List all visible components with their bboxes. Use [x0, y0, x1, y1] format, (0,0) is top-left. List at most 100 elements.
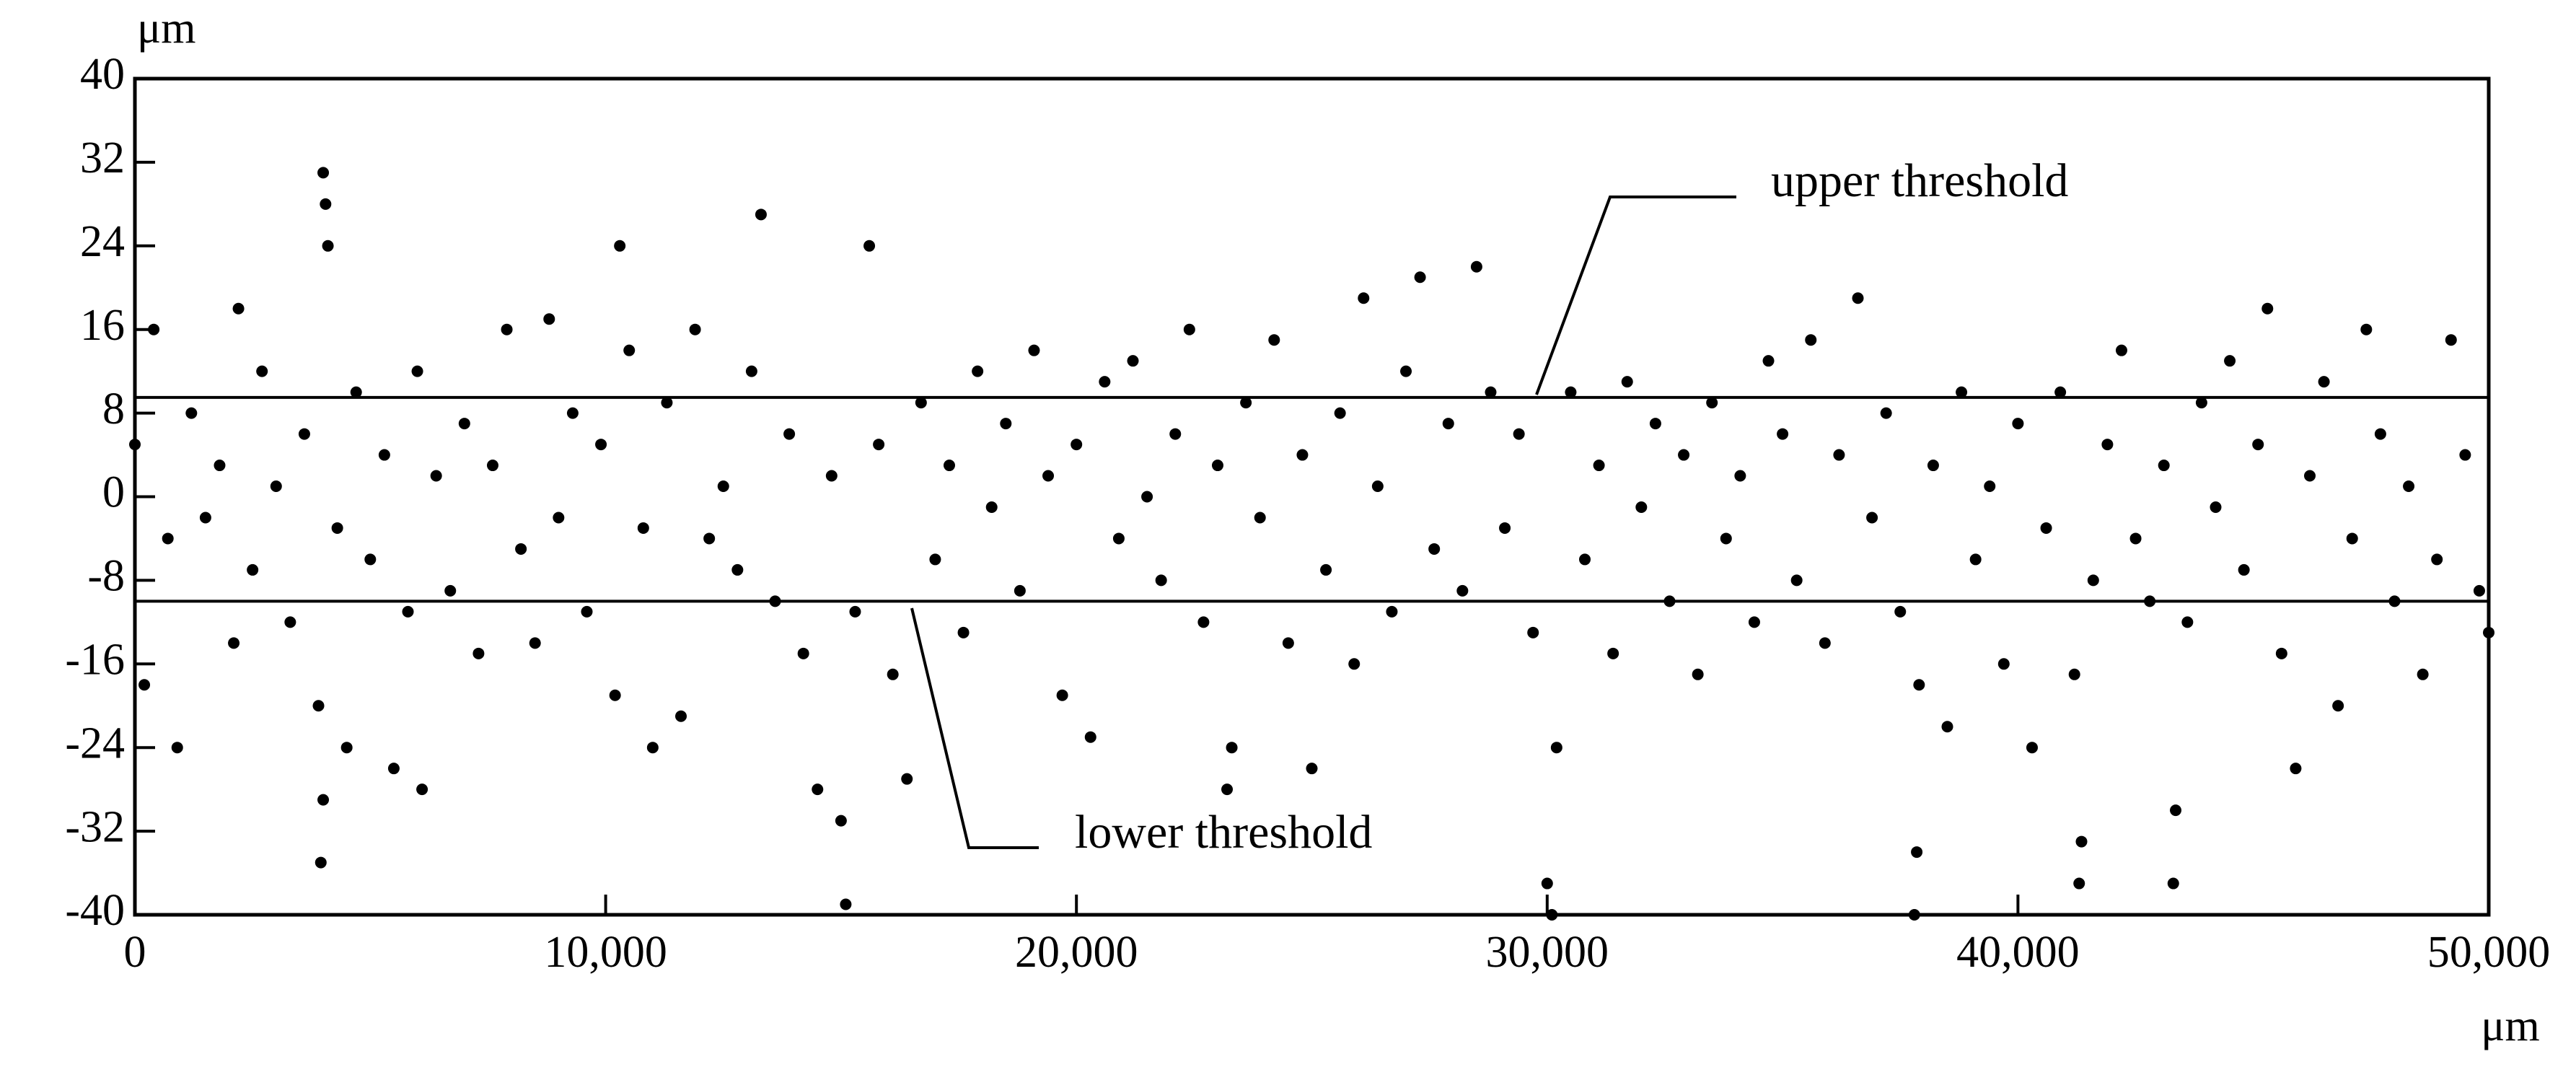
- point: [840, 898, 852, 910]
- y-tick-label: -40: [65, 886, 125, 935]
- point: [2073, 877, 2085, 890]
- point: [1112, 532, 1125, 545]
- y-tick-label: -32: [65, 802, 125, 851]
- point: [364, 553, 377, 566]
- point: [543, 313, 555, 325]
- point: [769, 595, 781, 607]
- point: [623, 344, 636, 356]
- point: [1169, 428, 1182, 440]
- y-tick-label: -16: [65, 636, 125, 685]
- point: [1621, 376, 1633, 388]
- point: [529, 637, 541, 649]
- point: [1358, 292, 1370, 304]
- x-tick-label: 0: [124, 928, 146, 977]
- point: [320, 198, 332, 210]
- point: [444, 584, 457, 597]
- point: [2224, 355, 2236, 367]
- point: [957, 626, 970, 638]
- point: [1254, 512, 1266, 524]
- point: [1400, 365, 1412, 377]
- point: [1221, 783, 1234, 796]
- point: [1028, 344, 1040, 356]
- point: [972, 365, 984, 377]
- point: [1155, 574, 1167, 587]
- point: [566, 407, 579, 419]
- point: [1240, 397, 1252, 409]
- point: [1470, 260, 1482, 273]
- point: [1348, 658, 1360, 670]
- point: [1678, 449, 1690, 461]
- point: [1941, 721, 1953, 733]
- point: [2275, 647, 2287, 659]
- point: [2318, 376, 2330, 388]
- point: [2068, 668, 2080, 680]
- annotation: lower threshold: [1075, 806, 1372, 859]
- point: [595, 439, 607, 451]
- point: [232, 302, 245, 315]
- point: [2170, 804, 2182, 817]
- point: [581, 605, 593, 618]
- point: [1866, 512, 1878, 524]
- point: [199, 512, 211, 524]
- point: [1649, 418, 1661, 430]
- point: [1692, 668, 1704, 680]
- y-tick-label: 8: [102, 385, 125, 434]
- point: [1099, 376, 1111, 388]
- point: [1790, 574, 1803, 587]
- point: [943, 460, 955, 472]
- point: [1386, 605, 1398, 618]
- point: [929, 553, 941, 566]
- point: [340, 742, 353, 754]
- point: [1911, 846, 1923, 859]
- point: [162, 532, 174, 545]
- point: [1706, 397, 1718, 409]
- annotation: upper threshold: [1771, 154, 2068, 207]
- point: [2332, 700, 2344, 712]
- point: [661, 397, 673, 409]
- y-tick-label: -24: [65, 719, 125, 768]
- point: [317, 167, 330, 179]
- point: [825, 470, 838, 482]
- point: [411, 365, 423, 377]
- point: [1056, 689, 1068, 701]
- point: [2054, 386, 2067, 398]
- point: [1268, 334, 1280, 346]
- point: [350, 386, 362, 398]
- y-axis-unit: μm: [137, 4, 195, 53]
- point: [1320, 563, 1332, 576]
- point: [2040, 522, 2052, 534]
- point: [1541, 877, 1553, 890]
- point: [2346, 532, 2358, 545]
- point: [2075, 835, 2088, 848]
- leader-line: [1535, 196, 1736, 395]
- point: [1593, 460, 1605, 472]
- point: [270, 480, 282, 493]
- point: [185, 407, 198, 419]
- point: [1969, 553, 1982, 566]
- point: [717, 480, 729, 493]
- point: [2431, 553, 2443, 566]
- point: [1071, 439, 1083, 451]
- point: [2012, 418, 2024, 430]
- point: [1894, 605, 1907, 618]
- point: [609, 689, 621, 701]
- point: [1226, 742, 1238, 754]
- point: [1485, 386, 1497, 398]
- point: [1042, 470, 1055, 482]
- point: [501, 323, 513, 335]
- x-tick-label: 40,000: [1956, 928, 2080, 977]
- point: [755, 208, 767, 221]
- point: [1852, 292, 1864, 304]
- point: [1414, 271, 1426, 284]
- point: [2087, 574, 2099, 587]
- point: [430, 470, 442, 482]
- point: [1635, 501, 1648, 513]
- point: [331, 522, 343, 534]
- point: [1833, 449, 1845, 461]
- point: [1607, 647, 1619, 659]
- point: [1282, 637, 1294, 649]
- point: [2360, 323, 2373, 335]
- point: [486, 460, 498, 472]
- y-tick-label: 24: [80, 217, 125, 266]
- point: [247, 563, 259, 576]
